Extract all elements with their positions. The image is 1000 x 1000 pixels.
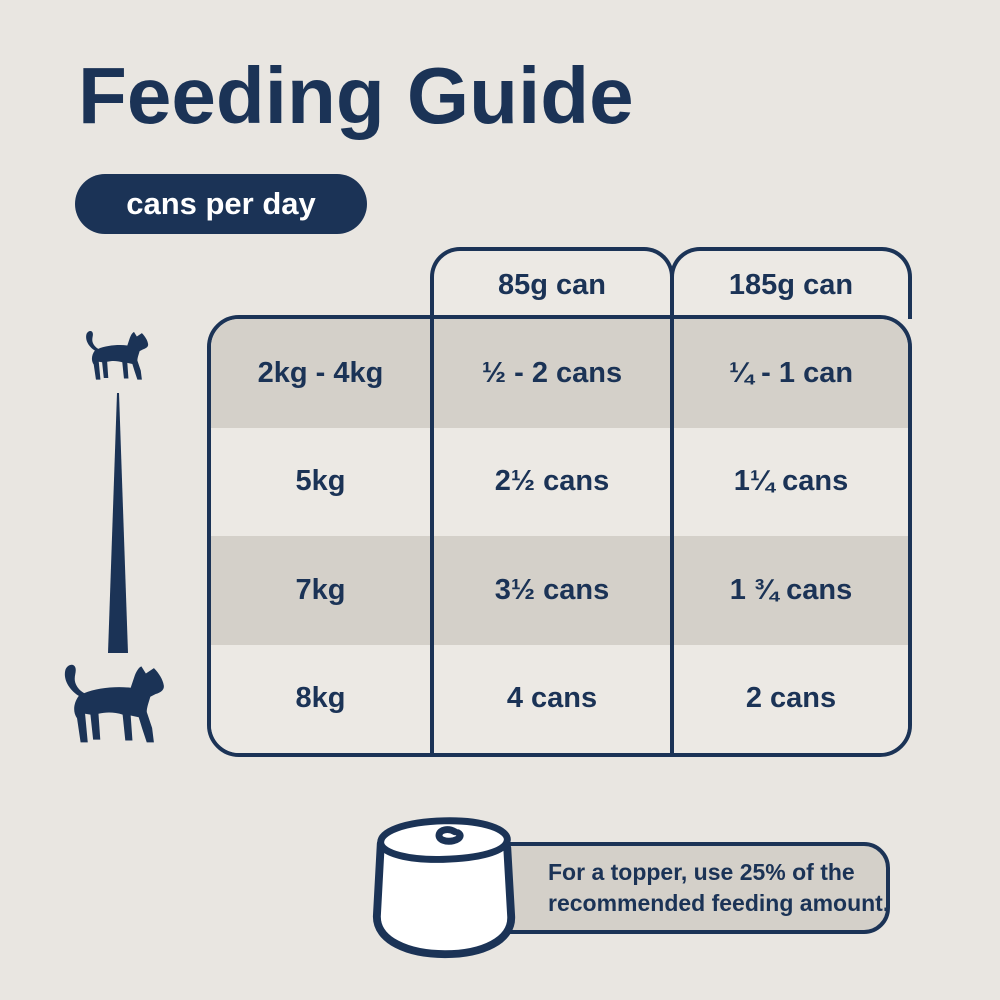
table-row: 5kg 2½ cans 1¼ cans [211, 427, 908, 536]
small-cat-icon [78, 327, 152, 383]
cans-85g-cell: ½ - 2 cans [430, 319, 670, 428]
badge-label: cans per day [126, 186, 316, 221]
weight-cell: 8kg [295, 682, 346, 715]
column-header-85g: 85g can [430, 247, 674, 319]
weight-cell: 7kg [295, 573, 346, 606]
column-header-185g: 185g can [670, 247, 912, 319]
weight-cell: 2kg - 4kg [257, 356, 384, 389]
cans-185g-cell: 1 ¾ cans [670, 536, 908, 645]
weight-cell: 5kg [295, 465, 346, 498]
feeding-table: 2kg - 4kg ½ - 2 cans ¼ - 1 can 5kg 2½ ca… [207, 315, 912, 757]
cans-185g-cell: 2 cans [670, 644, 908, 753]
cans-85g-cell: 3½ cans [430, 536, 670, 645]
table-row: 2kg - 4kg ½ - 2 cans ¼ - 1 can [211, 319, 908, 428]
column-header-85g-label: 85g can [498, 268, 606, 301]
table-row: 8kg 4 cans 2 cans [211, 644, 908, 753]
cans-85g-cell: 4 cans [430, 644, 670, 753]
cans-85g-cell: 2½ cans [430, 427, 670, 536]
can-icon [372, 817, 516, 959]
cans-185g-cell: ¼ - 1 can [670, 319, 908, 428]
cans-per-day-badge: cans per day [75, 174, 367, 234]
table-row: 7kg 3½ cans 1 ¾ cans [211, 536, 908, 645]
topper-note-line2: recommended feeding amount. [548, 890, 890, 916]
page-title: Feeding Guide [78, 51, 634, 140]
cans-185g-cell: 1¼ cans [670, 427, 908, 536]
column-header-185g-label: 185g can [728, 268, 854, 301]
size-gradient-triangle-icon [108, 393, 128, 653]
topper-note-line1: For a topper, use 25% of the [548, 859, 855, 885]
topper-note-box: For a topper, use 25% of the recommended… [482, 842, 890, 934]
large-cat-icon [52, 658, 170, 748]
